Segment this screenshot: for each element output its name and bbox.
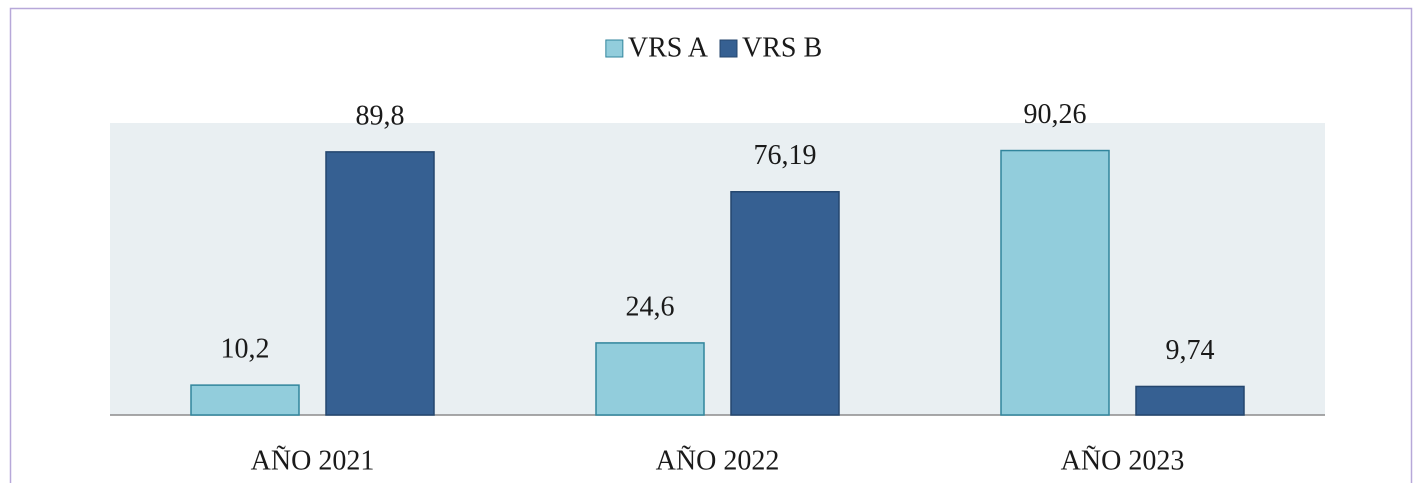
legend-swatch: [605, 39, 624, 58]
bar: [1000, 149, 1110, 416]
x-tick-label: AÑO 2021: [251, 445, 375, 476]
legend-item: VRS A: [605, 32, 709, 63]
value-label: 89,8: [356, 100, 405, 131]
value-label: 9,74: [1166, 335, 1215, 366]
legend-label: VRS A: [628, 32, 709, 63]
bar: [190, 384, 300, 416]
bar: [730, 191, 840, 416]
value-label: 24,6: [626, 291, 675, 322]
legend: VRS A VRS B: [605, 32, 822, 63]
bar: [325, 151, 435, 416]
value-label: 76,19: [754, 140, 817, 171]
x-tick-label: AÑO 2023: [1061, 445, 1185, 476]
bar: [1135, 385, 1245, 416]
value-label: 90,26: [1024, 99, 1087, 130]
plot-area: [110, 123, 1325, 415]
x-tick-label: AÑO 2022: [656, 445, 780, 476]
bar: [595, 342, 705, 416]
legend-item: VRS B: [719, 32, 822, 63]
legend-swatch: [719, 39, 738, 58]
legend-label: VRS B: [742, 32, 822, 63]
value-label: 10,2: [221, 334, 270, 365]
frame: [9, 7, 1413, 483]
